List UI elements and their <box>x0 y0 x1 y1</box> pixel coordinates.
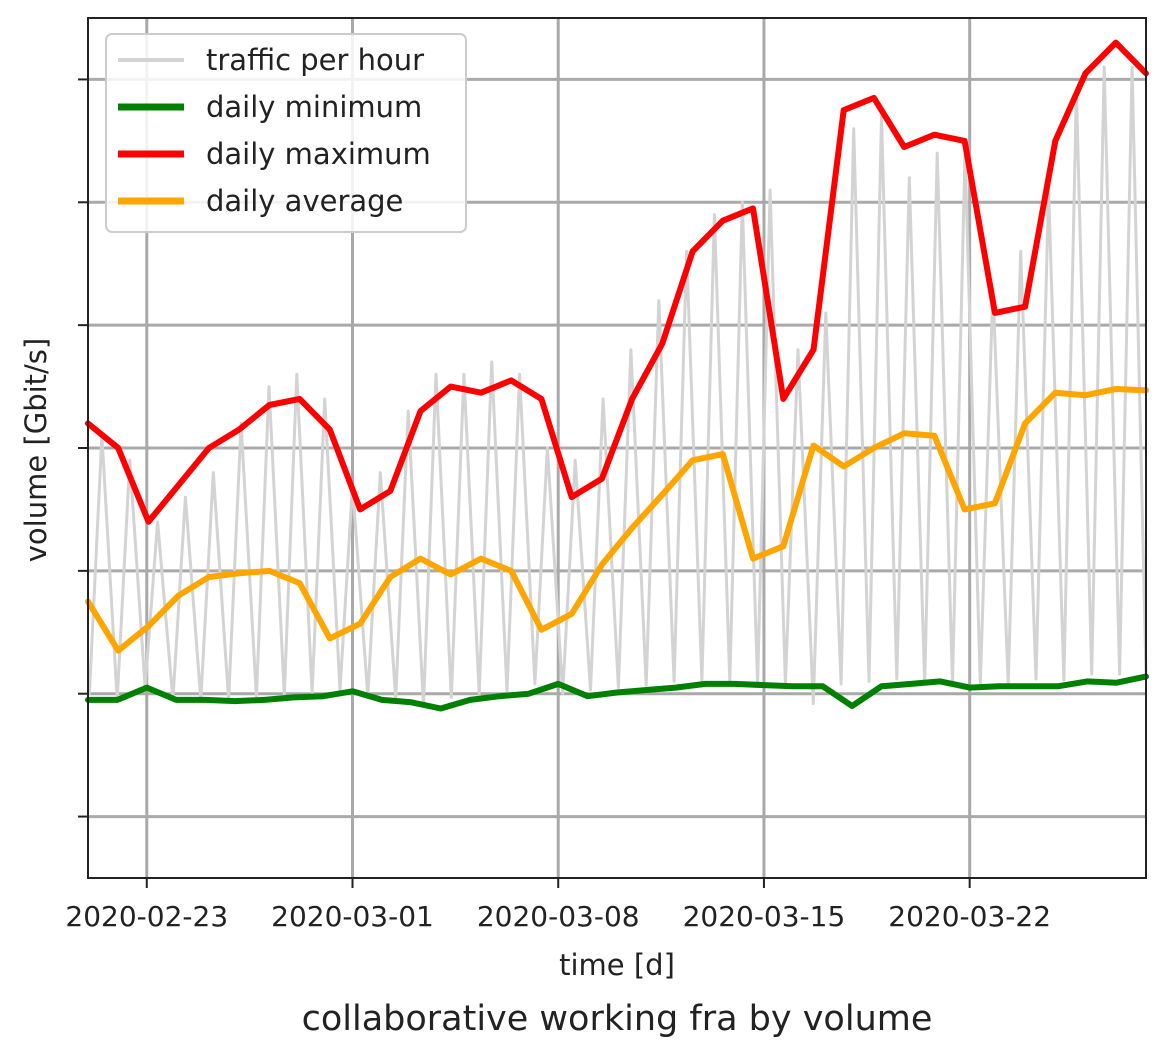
series-layer <box>85 39 1149 712</box>
series-line <box>85 673 1149 712</box>
legend-label: daily average <box>206 184 403 218</box>
legend-entry: daily average <box>118 184 403 218</box>
legend-label: daily maximum <box>206 137 431 171</box>
series-line <box>85 386 1149 654</box>
legend-entry: daily maximum <box>118 137 431 171</box>
legend-label: daily minimum <box>206 90 422 124</box>
legend-box <box>105 33 467 233</box>
legend-entry: traffic per hour <box>118 43 424 77</box>
x-tick-label: 2020-03-15 <box>683 900 846 933</box>
series-line <box>87 65 1148 708</box>
y-axis-label: volume [Gbit/s] <box>19 338 53 562</box>
series-daily-maximum <box>85 39 1149 525</box>
legend-label: traffic per hour <box>206 43 424 77</box>
x-tick-label: 2020-02-23 <box>65 900 228 933</box>
series-traffic-per-hour <box>87 65 1148 708</box>
legend-entry: daily minimum <box>118 90 422 124</box>
x-tick-label: 2020-03-08 <box>477 900 640 933</box>
x-tick-label: 2020-03-22 <box>888 900 1051 933</box>
series-daily-average <box>85 386 1149 654</box>
series-line <box>85 39 1149 525</box>
ticks-layer: 2020-02-23 2020-03-01 2020-03-08 2020-03-15… <box>65 78 1051 933</box>
series-daily-minimum <box>85 673 1149 712</box>
chart-title: collaborative working fra by volume <box>302 999 933 1039</box>
x-axis-label: time [d] <box>559 948 675 982</box>
legend: traffic per hour daily minimum daily maxim… <box>105 33 467 233</box>
x-tick-label: 2020-03-01 <box>271 900 434 933</box>
